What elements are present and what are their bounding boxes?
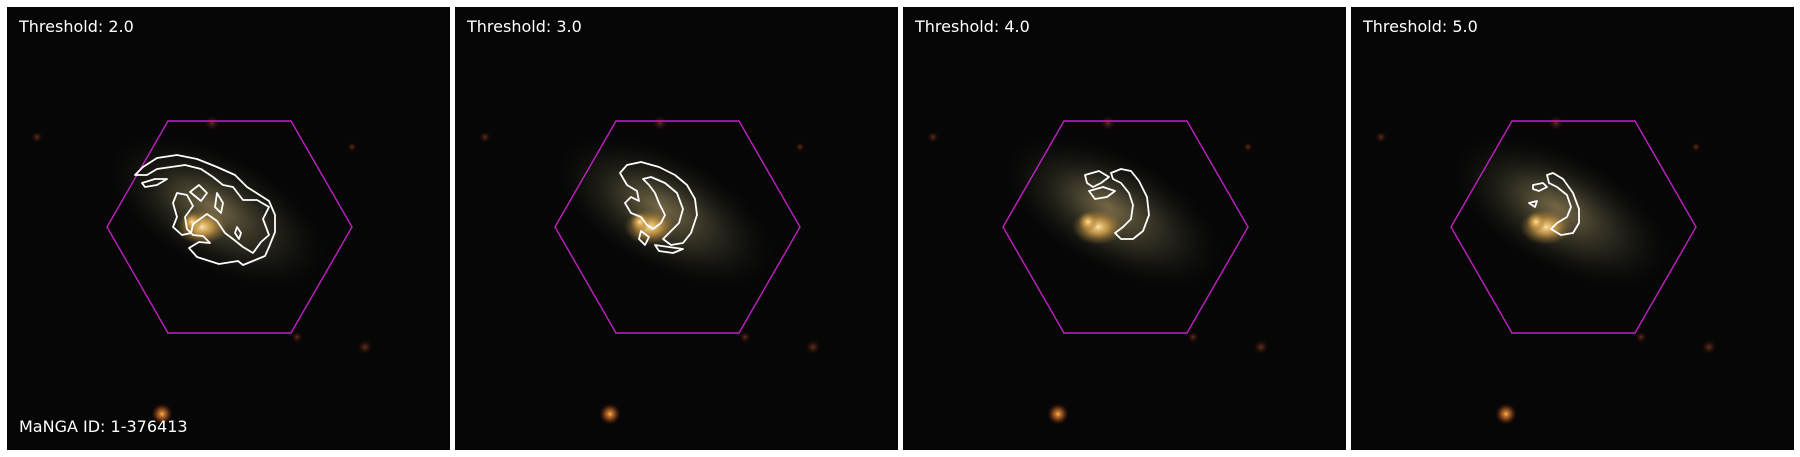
manga-id-label: MaNGA ID: 1-376413 bbox=[19, 417, 188, 436]
galaxy-image bbox=[7, 7, 450, 450]
threshold-label: Threshold: 5.0 bbox=[1363, 17, 1478, 36]
ifu-hexagon bbox=[106, 120, 353, 334]
ifu-hexagon bbox=[1002, 120, 1249, 334]
threshold-label: Threshold: 2.0 bbox=[19, 17, 134, 36]
galaxy-panel-threshold-4: Threshold: 4.0 bbox=[903, 7, 1346, 450]
galaxy-image bbox=[903, 7, 1346, 450]
galaxy-image bbox=[455, 7, 898, 450]
ifu-hexagon bbox=[1450, 120, 1697, 334]
contour-lines bbox=[1528, 172, 1580, 236]
ifu-hexagon bbox=[554, 120, 801, 334]
threshold-label: Threshold: 4.0 bbox=[915, 17, 1030, 36]
galaxy-panel-threshold-5: Threshold: 5.0 bbox=[1351, 7, 1794, 450]
contour-lines bbox=[1084, 168, 1150, 240]
galaxy-image bbox=[1351, 7, 1794, 450]
threshold-label: Threshold: 3.0 bbox=[467, 17, 582, 36]
contour-lines bbox=[134, 154, 276, 266]
contour-lines bbox=[619, 161, 698, 254]
galaxy-panel-threshold-2: Threshold: 2.0 MaNGA ID: 1-376413 bbox=[7, 7, 450, 450]
galaxy-panel-threshold-3: Threshold: 3.0 bbox=[455, 7, 898, 450]
